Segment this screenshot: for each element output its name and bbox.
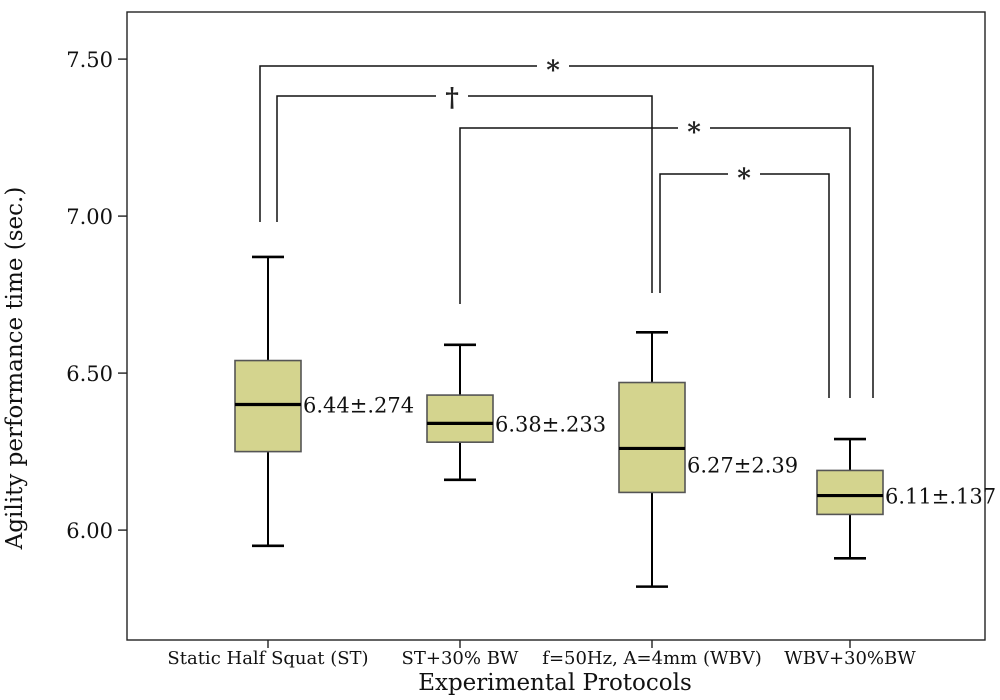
box-iqr — [816, 469, 884, 516]
x-tick-label: WBV+30%BW — [784, 648, 916, 669]
x-axis: Static Half Squat (ST) ST+30% BW f=50Hz, A… — [167, 640, 916, 669]
mean-sd-label: 6.44±.274 — [303, 394, 414, 418]
significance-symbol: † — [445, 83, 459, 113]
box-iqr — [618, 381, 686, 494]
x-tick-label: ST+30% BW — [402, 648, 519, 669]
significance-bracket-4: * — [659, 164, 830, 398]
bracket-left-arm — [276, 95, 436, 222]
significance-symbol: * — [687, 118, 701, 148]
significance-bracket-3: * — [459, 118, 851, 398]
mean-sd-label: 6.38±.233 — [495, 412, 606, 436]
y-tick-label: 7.00 — [66, 205, 113, 229]
data-labels: 6.44±.274 6.38±.233 6.27±2.39 6.11±.137 — [303, 394, 996, 509]
boxes — [234, 255, 884, 588]
box-iqr — [426, 394, 494, 443]
significance-bracket-1: * — [259, 56, 874, 398]
x-axis-title: Experimental Protocols — [418, 670, 692, 696]
x-tick-label: f=50Hz, A=4mm (WBV) — [542, 648, 761, 669]
bracket-left-arm — [659, 173, 728, 293]
mean-sd-label: 6.11±.137 — [885, 485, 996, 509]
significance-bracket-2: † — [276, 83, 653, 293]
y-tick-label: 7.50 — [66, 48, 113, 72]
y-axis: 7.50 7.00 6.50 6.00 — [66, 48, 127, 543]
plot-border — [126, 11, 986, 641]
x-tick-label: Static Half Squat (ST) — [167, 648, 368, 669]
significance-symbol: * — [546, 56, 560, 86]
significance-symbol: * — [737, 164, 751, 194]
y-axis-title: Agility performance time (sec.) — [2, 187, 28, 551]
y-tick-label: 6.00 — [66, 519, 113, 543]
bracket-left-arm — [459, 127, 678, 304]
bracket-right-arm — [760, 173, 830, 398]
box-4 — [816, 437, 884, 560]
bracket-left-arm — [259, 65, 537, 222]
mean-sd-label: 6.27±2.39 — [687, 453, 798, 477]
bracket-right-arm — [710, 127, 851, 398]
significance-brackets: * † * * — [259, 56, 874, 398]
bracket-right-arm — [569, 65, 874, 398]
bracket-right-arm — [468, 95, 653, 293]
box-2 — [426, 343, 494, 482]
y-tick-label: 6.50 — [66, 362, 113, 386]
plot-frame — [126, 11, 986, 641]
box-3 — [618, 330, 686, 588]
box-1 — [234, 255, 302, 548]
